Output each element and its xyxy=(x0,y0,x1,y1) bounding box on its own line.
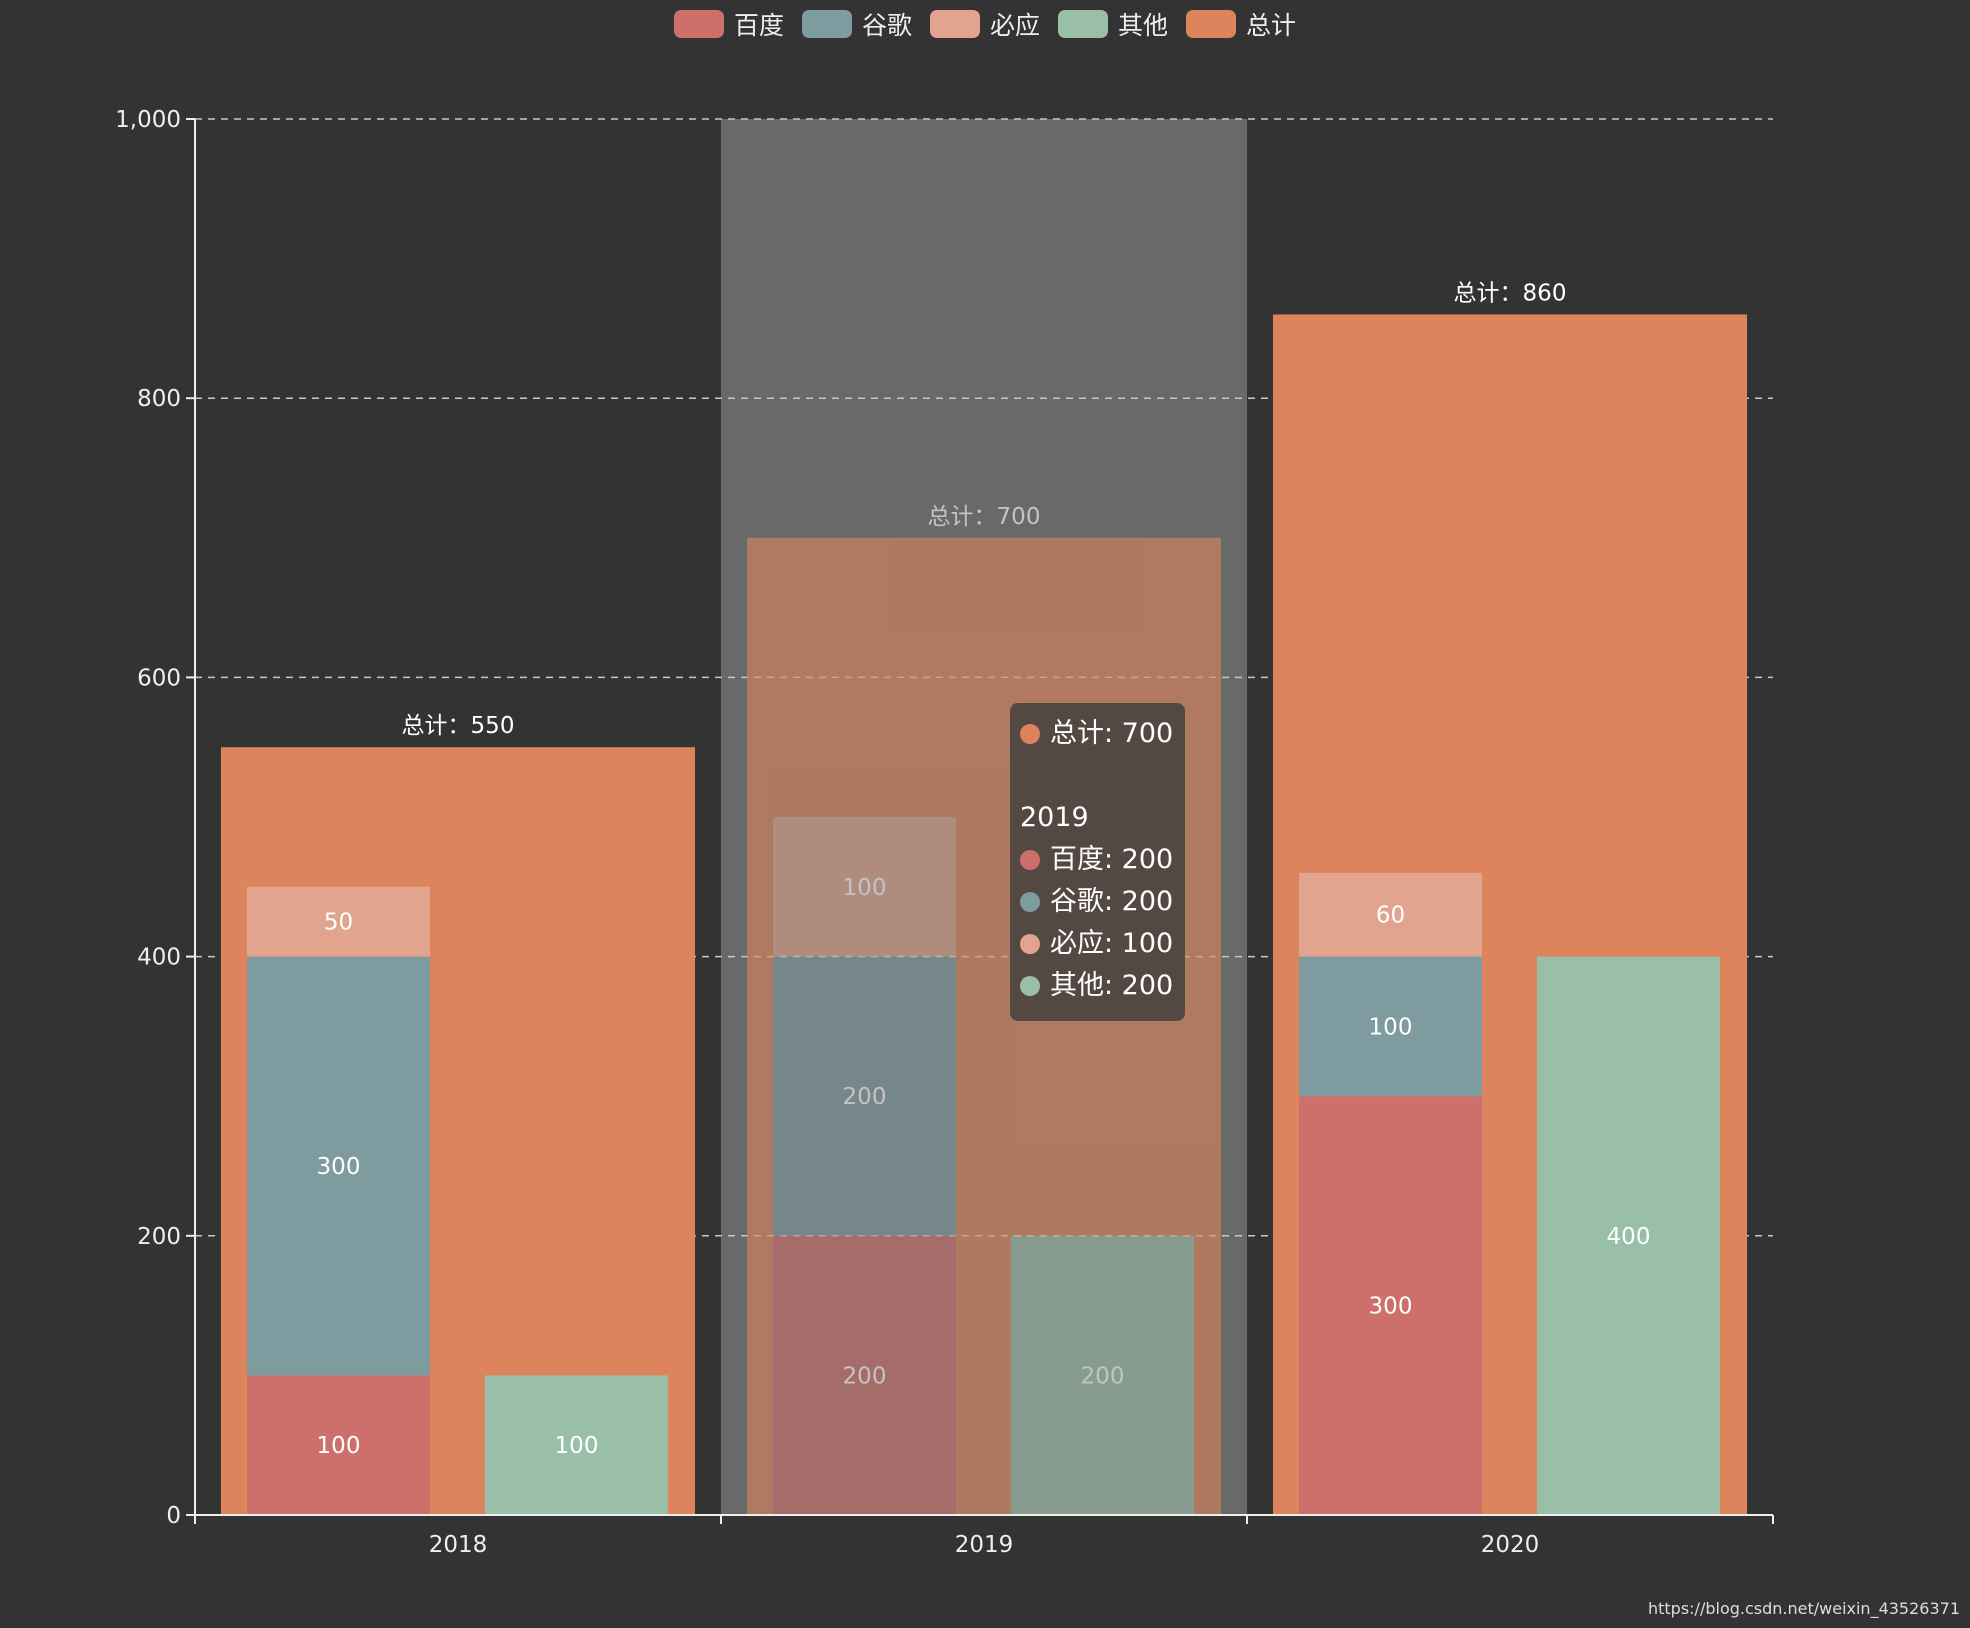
tooltip-dot-baidu xyxy=(1020,850,1040,870)
y-tick-label-400: 400 xyxy=(137,945,181,971)
tooltip-text-bing: 必应: 100 xyxy=(1050,928,1174,959)
bar-label-其他-2018: 100 xyxy=(555,1433,599,1459)
legend-item-google[interactable]: 谷歌 xyxy=(801,6,912,42)
y-tick-label-0: 0 xyxy=(166,1503,181,1529)
bar-label-total-2019: 总计：700 xyxy=(928,504,1041,530)
bar-必应-2018 xyxy=(247,886,430,957)
y-tick-label-200: 200 xyxy=(137,1224,181,1250)
legend-label-other: 其他 xyxy=(1118,11,1169,40)
bar-其他-2018 xyxy=(485,1375,668,1515)
legend-item-other[interactable]: 其他 xyxy=(1058,6,1168,42)
bar-label-谷歌-2020: 100 xyxy=(1369,1014,1413,1040)
watermark-url: https://blog.csdn.net/weixin_43526371 xyxy=(1647,1599,1960,1618)
tooltip-dot-bing xyxy=(1020,934,1040,954)
bar-group-2020: 300 100 60 400 总计：860 xyxy=(1273,280,1747,1516)
tooltip-text-baidu: 百度: 200 xyxy=(1050,844,1174,875)
tooltip-dot-other xyxy=(1020,976,1040,996)
tooltip-text-other: 其他: 200 xyxy=(1050,970,1174,1001)
bar-label-谷歌-2018: 300 xyxy=(317,1154,361,1180)
bar-label-其他-2019: 200 xyxy=(1081,1363,1125,1389)
bar-label-百度-2018: 100 xyxy=(317,1433,361,1459)
tooltip-total-dot xyxy=(1020,724,1040,744)
bar-必应-2019 xyxy=(773,817,956,957)
legend-swatch-google xyxy=(801,10,852,38)
tooltip-text-google: 谷歌: 200 xyxy=(1050,886,1174,917)
tooltip-dot-google xyxy=(1020,892,1040,912)
tooltip-row-google: 谷歌: 200 xyxy=(1020,881,1173,923)
tooltip-total-text: 总计: 700 xyxy=(1050,718,1174,749)
bar-label-百度-2020: 300 xyxy=(1369,1294,1413,1320)
bar-百度-2020 xyxy=(1299,1096,1482,1515)
bar-label-必应-2019: 100 xyxy=(843,875,887,901)
y-tick-label-600: 600 xyxy=(137,665,181,691)
x-tick-label-2019: 2019 xyxy=(955,1532,1014,1558)
tooltip-row-baidu: 百度: 200 xyxy=(1020,839,1173,881)
bar-group-2018: 100 300 50 100 总计：550 xyxy=(221,713,695,1515)
y-tick-label-800: 800 xyxy=(137,386,181,412)
bar-label-必应-2018: 50 xyxy=(324,910,353,936)
legend-item-baidu[interactable]: 百度 xyxy=(673,6,784,42)
chart-tooltip: 总计: 700 2019 百度: 200 谷歌: 200 必应: 100 其他:… xyxy=(1010,703,1186,1021)
tooltip-row-bing: 必应: 100 xyxy=(1020,923,1173,965)
bar-谷歌-2018 xyxy=(247,956,430,1376)
bar-group-2019: 200 200 100 200 总计：700 xyxy=(747,504,1221,1515)
x-tick-label-2018: 2018 xyxy=(429,1532,488,1558)
bar-其他-2020 xyxy=(1537,956,1720,1515)
legend-swatch-baidu xyxy=(673,10,724,38)
chart-legend: 百度 谷歌 必应 其他 总计 xyxy=(0,6,1970,42)
bar-其他-2019 xyxy=(1011,1235,1194,1515)
legend-swatch-bing xyxy=(929,10,980,38)
legend-label-baidu: 百度 xyxy=(733,11,784,40)
legend-item-total[interactable]: 总计 xyxy=(1186,6,1296,42)
bar-谷歌-2020 xyxy=(1299,956,1482,1097)
x-tick-label-2020: 2020 xyxy=(1481,1532,1540,1558)
tooltip-row-other: 其他: 200 xyxy=(1020,965,1173,1007)
tooltip-spacer xyxy=(1020,755,1173,797)
bar-label-谷歌-2019: 200 xyxy=(843,1084,887,1110)
tooltip-category: 2019 xyxy=(1020,802,1089,833)
legend-item-bing[interactable]: 必应 xyxy=(929,6,1040,42)
legend-swatch-other xyxy=(1058,10,1108,38)
bar-label-total-2018: 总计：550 xyxy=(402,713,515,739)
y-tick-label-1000: 1,000 xyxy=(115,107,181,133)
legend-swatch-total xyxy=(1186,10,1237,38)
legend-label-bing: 必应 xyxy=(989,11,1040,40)
bar-谷歌-2019 xyxy=(773,956,956,1236)
bar-百度-2019 xyxy=(773,1235,956,1515)
bar-label-total-2020: 总计：860 xyxy=(1454,280,1567,306)
bar-label-必应-2020: 60 xyxy=(1376,903,1405,929)
legend-label-total: 总计 xyxy=(1246,11,1297,40)
bar-百度-2018 xyxy=(247,1375,430,1515)
bar-label-其他-2020: 400 xyxy=(1607,1224,1651,1250)
tooltip-total-row: 总计: 700 xyxy=(1020,713,1173,755)
legend-label-google: 谷歌 xyxy=(861,11,912,40)
bar-必应-2020 xyxy=(1299,872,1482,957)
bar-label-百度-2019: 200 xyxy=(843,1363,887,1389)
